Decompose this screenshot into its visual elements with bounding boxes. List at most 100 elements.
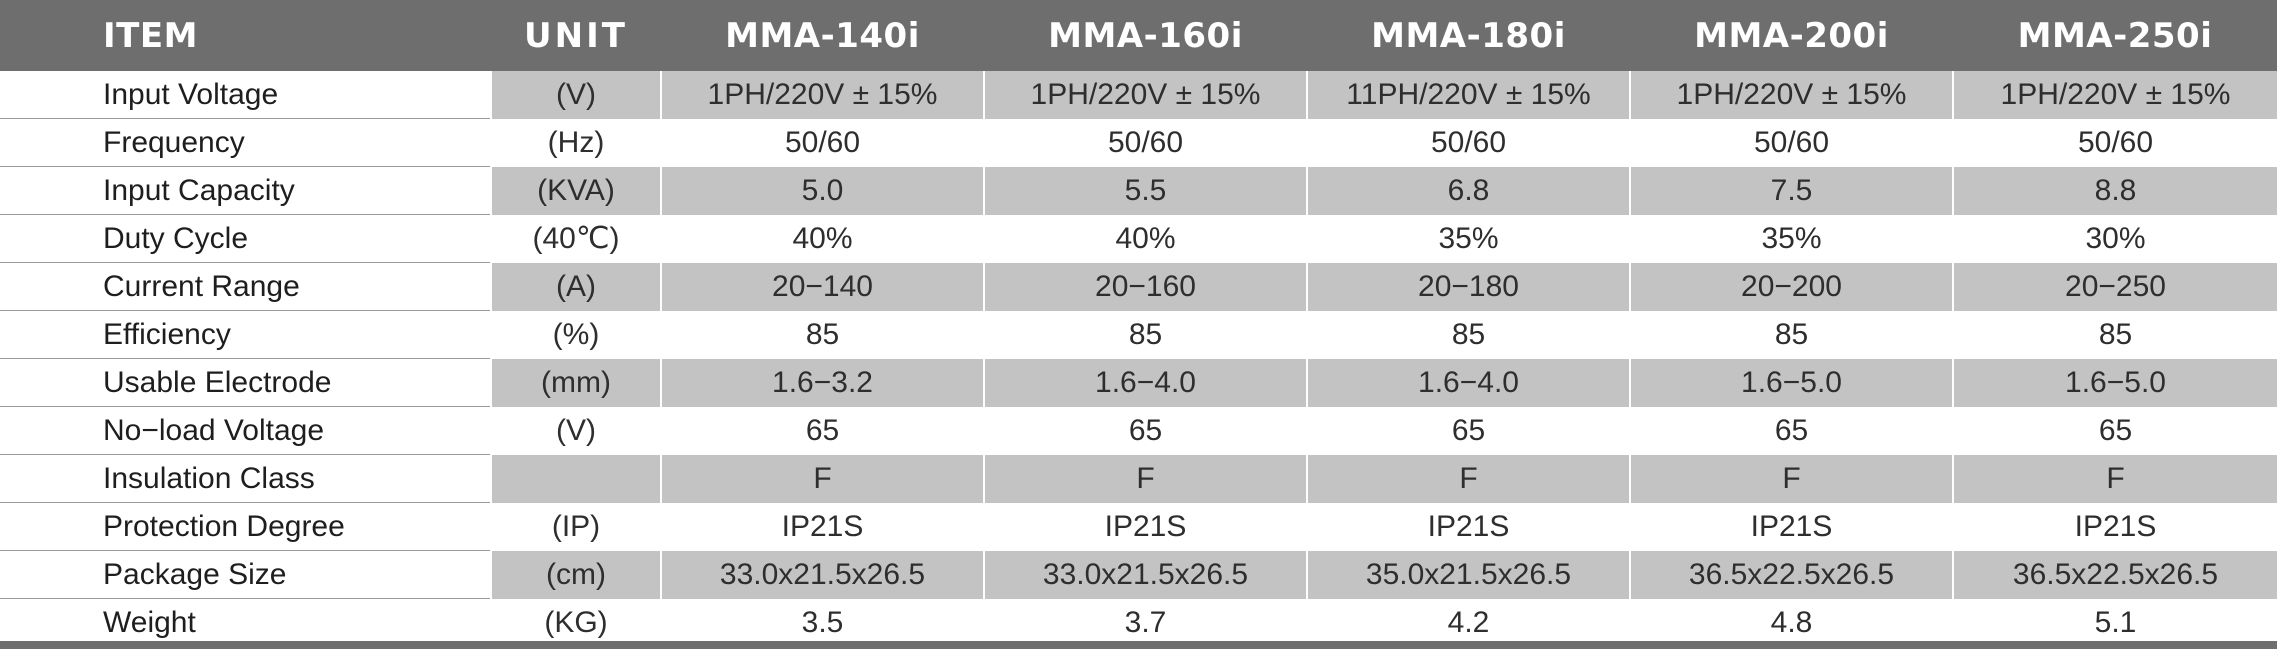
- header-item: ITEM: [0, 0, 491, 71]
- row-value: 1PH/220V ± 15%: [1629, 71, 1953, 119]
- row-unit: (V): [490, 71, 661, 119]
- row-value: F: [1306, 454, 1630, 503]
- row-value: 7.5: [1629, 166, 1953, 215]
- row-value: F: [1952, 454, 2277, 503]
- row-unit: (KVA): [490, 166, 661, 215]
- row-value: 85: [660, 310, 984, 359]
- row-value: 20−140: [660, 262, 984, 311]
- row-value: 1.6−5.0: [1952, 358, 2277, 407]
- row-item-label: Weight: [0, 598, 491, 647]
- row-value: 20−180: [1306, 262, 1630, 311]
- row-value: 5.5: [983, 166, 1307, 215]
- table-row: Current Range (A) 20−140 20−160 20−180 20−200…: [0, 262, 2277, 311]
- row-value: 50/60: [1629, 118, 1953, 167]
- bottom-rule: [0, 641, 2277, 649]
- row-item-label: Input Voltage: [0, 71, 491, 119]
- row-value: 65: [1952, 406, 2277, 455]
- row-value: IP21S: [1952, 502, 2277, 551]
- row-value: 65: [660, 406, 984, 455]
- row-value: 6.8: [1306, 166, 1630, 215]
- row-value: 35%: [1306, 214, 1630, 263]
- row-value: 36.5x22.5x26.5: [1629, 550, 1953, 599]
- row-value: 50/60: [1306, 118, 1630, 167]
- row-value: 85: [1629, 310, 1953, 359]
- header-model: MMA-160i: [984, 0, 1307, 71]
- row-value: 35%: [1629, 214, 1953, 263]
- row-value: 85: [1306, 310, 1630, 359]
- row-value: 1.6−4.0: [1306, 358, 1630, 407]
- table-row: No−load Voltage (V) 65 65 65 65 65: [0, 406, 2277, 455]
- row-value: 1.6−4.0: [983, 358, 1307, 407]
- row-value: 20−160: [983, 262, 1307, 311]
- row-unit: (Hz): [490, 118, 661, 167]
- table-row: Package Size (cm) 33.0x21.5x26.5 33.0x21.5x…: [0, 550, 2277, 599]
- row-value: IP21S: [660, 502, 984, 551]
- row-value: 33.0x21.5x26.5: [983, 550, 1307, 599]
- table-row: Efficiency (%) 85 85 85 85 85: [0, 310, 2277, 359]
- row-value: 65: [1306, 406, 1630, 455]
- table-row: Duty Cycle (40℃) 40% 40% 35% 35% 30%: [0, 214, 2277, 263]
- row-item-label: Usable Electrode: [0, 358, 491, 407]
- row-value: 1PH/220V ± 15%: [660, 71, 984, 119]
- row-value: 4.8: [1629, 598, 1953, 647]
- row-value: 11PH/220V ± 15%: [1306, 71, 1630, 119]
- row-value: 1PH/220V ± 15%: [1952, 71, 2277, 119]
- header-model: MMA-140i: [661, 0, 984, 71]
- row-item-label: Frequency: [0, 118, 491, 167]
- row-value: 33.0x21.5x26.5: [660, 550, 984, 599]
- table-row: Protection Degree (IP) IP21S IP21S IP21S IP21…: [0, 502, 2277, 551]
- header-model: MMA-250i: [1953, 0, 2277, 71]
- header-model: MMA-180i: [1307, 0, 1630, 71]
- row-value: F: [983, 454, 1307, 503]
- row-value: 8.8: [1952, 166, 2277, 215]
- table-row: Frequency (Hz) 50/60 50/60 50/60 50/60 50/60: [0, 118, 2277, 167]
- row-value: 3.5: [660, 598, 984, 647]
- row-item-label: Current Range: [0, 262, 491, 311]
- row-value: 35.0x21.5x26.5: [1306, 550, 1630, 599]
- row-value: 1.6−5.0: [1629, 358, 1953, 407]
- row-unit: (40℃): [490, 214, 661, 263]
- row-value: 40%: [983, 214, 1307, 263]
- spec-body: Input Voltage (V) 1PH/220V ± 15% 1PH/220V ±…: [0, 71, 2277, 647]
- row-value: 5.1: [1952, 598, 2277, 647]
- row-item-label: Insulation Class: [0, 454, 491, 503]
- table-row: Input Voltage (V) 1PH/220V ± 15% 1PH/220V ±…: [0, 71, 2277, 119]
- row-unit: [490, 454, 661, 503]
- row-value: 50/60: [1952, 118, 2277, 167]
- row-item-label: No−load Voltage: [0, 406, 491, 455]
- row-value: IP21S: [1306, 502, 1630, 551]
- row-value: IP21S: [983, 502, 1307, 551]
- header-unit: UNIT: [491, 0, 661, 71]
- row-unit: (KG): [490, 598, 661, 647]
- row-value: 1PH/220V ± 15%: [983, 71, 1307, 119]
- row-unit: (A): [490, 262, 661, 311]
- row-value: 85: [1952, 310, 2277, 359]
- row-item-label: Efficiency: [0, 310, 491, 359]
- row-item-label: Package Size: [0, 550, 491, 599]
- row-value: 3.7: [983, 598, 1307, 647]
- row-value: 40%: [660, 214, 984, 263]
- row-item-label: Duty Cycle: [0, 214, 491, 263]
- row-unit: (%): [490, 310, 661, 359]
- row-value: 65: [983, 406, 1307, 455]
- header-model: MMA-200i: [1630, 0, 1953, 71]
- row-value: 50/60: [660, 118, 984, 167]
- header-row: ITEM UNIT MMA-140i MMA-160i MMA-180i MMA…: [0, 0, 2277, 71]
- row-value: 1.6−3.2: [660, 358, 984, 407]
- row-unit: (V): [490, 406, 661, 455]
- row-value: F: [660, 454, 984, 503]
- row-value: IP21S: [1629, 502, 1953, 551]
- row-item-label: Input Capacity: [0, 166, 491, 215]
- row-item-label: Protection Degree: [0, 502, 491, 551]
- row-unit: (IP): [490, 502, 661, 551]
- row-value: 30%: [1952, 214, 2277, 263]
- row-value: 36.5x22.5x26.5: [1952, 550, 2277, 599]
- table-row: Insulation Class F F F F F: [0, 454, 2277, 503]
- row-unit: (mm): [490, 358, 661, 407]
- row-value: 85: [983, 310, 1307, 359]
- row-value: 20−200: [1629, 262, 1953, 311]
- row-value: 5.0: [660, 166, 984, 215]
- row-value: 4.2: [1306, 598, 1630, 647]
- row-value: 65: [1629, 406, 1953, 455]
